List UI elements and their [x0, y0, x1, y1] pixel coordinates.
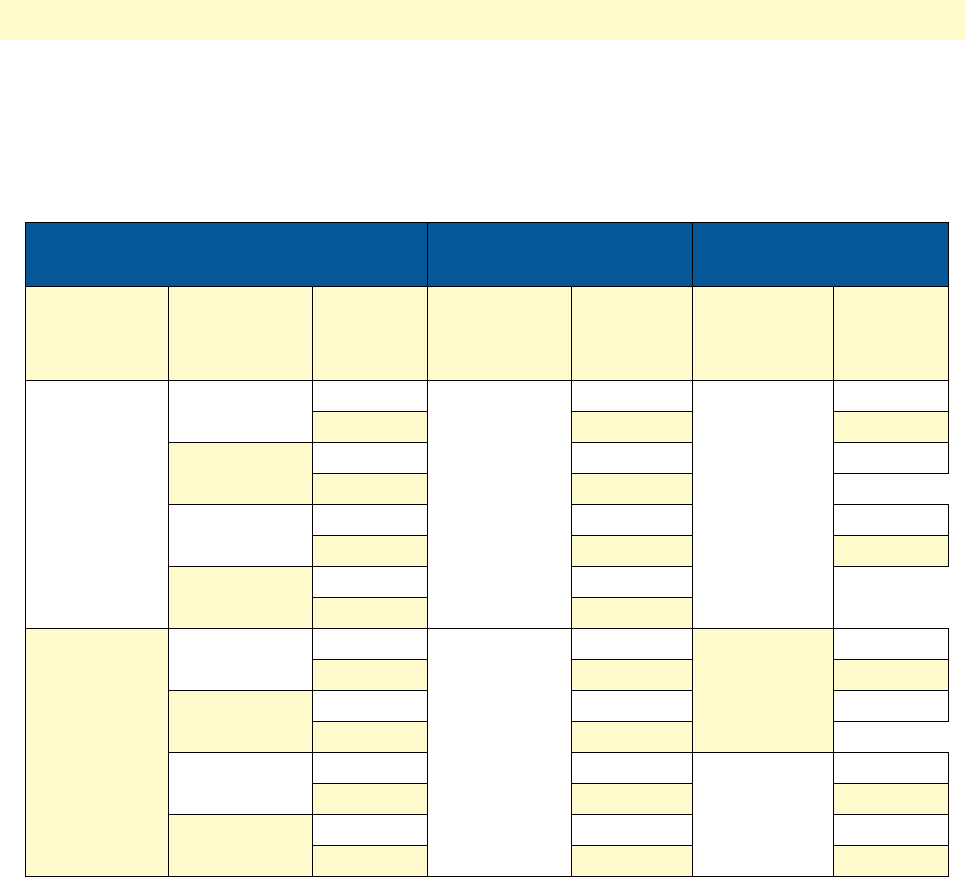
table-cell — [571, 752, 693, 784]
table-cell — [312, 411, 428, 443]
table-cell — [312, 442, 428, 474]
table-group-header-3 — [692, 222, 949, 287]
table-cell — [312, 845, 428, 877]
table-column-header-3 — [312, 286, 428, 381]
table-row — [25, 628, 949, 877]
table-cell — [312, 690, 428, 722]
table-body — [25, 380, 949, 877]
table-row — [26, 566, 949, 629]
table-row — [26, 473, 949, 505]
table-cell — [427, 380, 572, 629]
page-banner-text — [0, 0, 965, 20]
table-cell — [833, 752, 949, 784]
table-cell — [168, 504, 313, 567]
table-cell — [312, 597, 428, 629]
table-cell — [312, 721, 428, 753]
table-cell — [25, 380, 169, 629]
table-cell — [571, 566, 693, 598]
data-table-container — [25, 222, 949, 877]
table-cell — [312, 783, 428, 815]
table-cell — [168, 566, 313, 629]
table-cell — [833, 442, 949, 474]
table-row — [26, 597, 949, 629]
table-cell — [571, 473, 693, 505]
data-table — [25, 222, 949, 877]
table-cell — [571, 597, 693, 629]
table-cell — [312, 473, 428, 505]
table-cell — [168, 814, 313, 877]
table-cell — [312, 628, 428, 660]
table-cell — [571, 628, 693, 660]
table-cell — [833, 535, 949, 567]
table-cell — [833, 659, 949, 691]
table-cell — [168, 380, 313, 443]
table-cell — [168, 752, 313, 815]
table-cell — [571, 504, 693, 536]
table-row — [26, 442, 949, 505]
table-cell — [427, 628, 572, 877]
table-cell — [571, 659, 693, 691]
table-row — [25, 380, 949, 629]
table-cell — [25, 628, 169, 877]
table-column-header-2 — [168, 286, 313, 381]
table-cell — [312, 566, 428, 598]
table-cell — [833, 504, 949, 536]
table-cell — [692, 752, 834, 877]
table-column-header-4 — [427, 286, 572, 381]
table-cell — [168, 442, 313, 505]
table-column-header-5 — [571, 286, 693, 381]
table-row — [26, 721, 949, 753]
table-column-header-6 — [692, 286, 834, 381]
table-row — [26, 690, 949, 753]
table-group-header-1 — [25, 222, 428, 287]
table-cell — [168, 628, 313, 691]
table-cell — [312, 814, 428, 846]
table-row — [26, 504, 949, 567]
table-cell — [168, 690, 313, 753]
table-column-header-7 — [833, 286, 949, 381]
table-cell — [833, 690, 949, 722]
table-row — [26, 535, 949, 567]
table-cell — [571, 721, 693, 753]
table-cell — [833, 380, 949, 412]
table-cell — [571, 783, 693, 815]
page-banner — [0, 0, 965, 40]
table-cell — [692, 628, 834, 753]
table-cell — [312, 659, 428, 691]
table-group-header-row — [25, 222, 949, 287]
table-cell — [833, 783, 949, 815]
table-row — [26, 659, 949, 691]
table-cell — [833, 845, 949, 877]
table-cell — [833, 814, 949, 846]
table-cell — [312, 504, 428, 536]
table-group-header-2 — [427, 222, 693, 287]
table-cell — [833, 628, 949, 660]
table-cell — [571, 690, 693, 722]
intro-block — [25, 48, 948, 213]
table-cell — [571, 845, 693, 877]
table-cell — [312, 535, 428, 567]
table-row — [26, 783, 949, 815]
table-cell — [312, 380, 428, 412]
table-head — [25, 222, 949, 381]
table-cell — [571, 535, 693, 567]
table-cell — [571, 411, 693, 443]
table-cell — [312, 752, 428, 784]
table-cell — [571, 814, 693, 846]
table-column-header-1 — [25, 286, 169, 381]
table-cell — [692, 380, 834, 629]
table-cell — [571, 442, 693, 474]
table-cell — [571, 380, 693, 412]
table-sub-header-row — [25, 286, 949, 381]
table-cell — [833, 411, 949, 443]
